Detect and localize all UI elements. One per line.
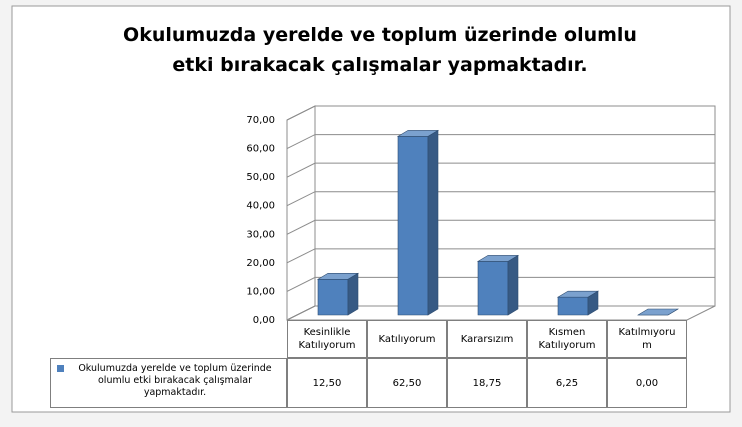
grid-line (286, 191, 715, 207)
bar-top (316, 272, 360, 280)
y-tick-label: 50,00 (246, 172, 275, 183)
bar (476, 254, 520, 316)
grid-line (286, 162, 715, 178)
bar-top (396, 130, 440, 137)
data-table-value: 18,75 (447, 358, 527, 408)
grid-line (286, 248, 715, 264)
grid-line (286, 134, 715, 150)
data-table-value: 62,50 (367, 358, 447, 408)
x-tick-label-text: Kararsızım (460, 333, 514, 345)
legend-cell: Okulumuzda yerelde ve toplum üzerinde ol… (50, 358, 287, 408)
bar (556, 290, 600, 316)
x-tick-label-text: Kesinlikle Katılıyorum (298, 327, 356, 351)
chart-title: Okulumuzda yerelde ve toplum üzerinde ol… (123, 24, 637, 76)
bar (636, 308, 680, 316)
x-tick-label: Kesinlikle Katılıyorum (287, 320, 367, 358)
data-table-value-text: 62,50 (392, 377, 422, 389)
data-table-value-text: 6,25 (555, 377, 579, 389)
x-tick-label-text: Katılmıyorum (618, 327, 676, 351)
x-tick-label: Katılmıyorum (607, 320, 687, 358)
bar-front (477, 261, 509, 316)
side-wall (286, 105, 316, 321)
data-table-value-text: 0,00 (635, 377, 659, 389)
grid-line (286, 105, 715, 121)
y-tick-label: 20,00 (246, 258, 275, 269)
bar-front (397, 136, 429, 316)
legend-label: Okulumuzda yerelde ve toplum üzerinde ol… (78, 363, 272, 398)
grid-line (286, 219, 715, 235)
legend-swatch (57, 365, 64, 372)
y-tick-label: 60,00 (246, 144, 275, 155)
bar-top (636, 308, 680, 316)
x-tick-label: Kısmen Katılıyorum (527, 320, 607, 358)
bar (396, 129, 440, 316)
bar-front (317, 278, 349, 316)
data-table-value-text: 12,50 (312, 377, 342, 389)
y-tick-label: 40,00 (246, 201, 275, 212)
x-tick-label: Katılıyorum (367, 320, 447, 358)
bar (316, 272, 360, 316)
grid-line (286, 276, 715, 292)
x-tick-label: Kararsızım (447, 320, 527, 358)
data-table-value: 0,00 (607, 358, 687, 408)
y-tick-label: 10,00 (246, 286, 275, 297)
y-tick-label: 30,00 (246, 229, 275, 240)
data-table-value-text: 18,75 (472, 377, 502, 389)
y-tick-label: 0,00 (253, 315, 275, 326)
y-tick-label: 70,00 (246, 115, 275, 126)
bar-side (427, 129, 439, 316)
bar-side (507, 254, 519, 316)
data-table-value: 6,25 (527, 358, 607, 408)
data-table-value: 12,50 (287, 358, 367, 408)
bar-front (557, 296, 589, 316)
bar-top (556, 290, 600, 298)
x-tick-label-text: Katılıyorum (378, 333, 436, 345)
bar-top (476, 255, 520, 262)
bar-side (347, 272, 359, 316)
x-tick-label-text: Kısmen Katılıyorum (538, 327, 596, 351)
